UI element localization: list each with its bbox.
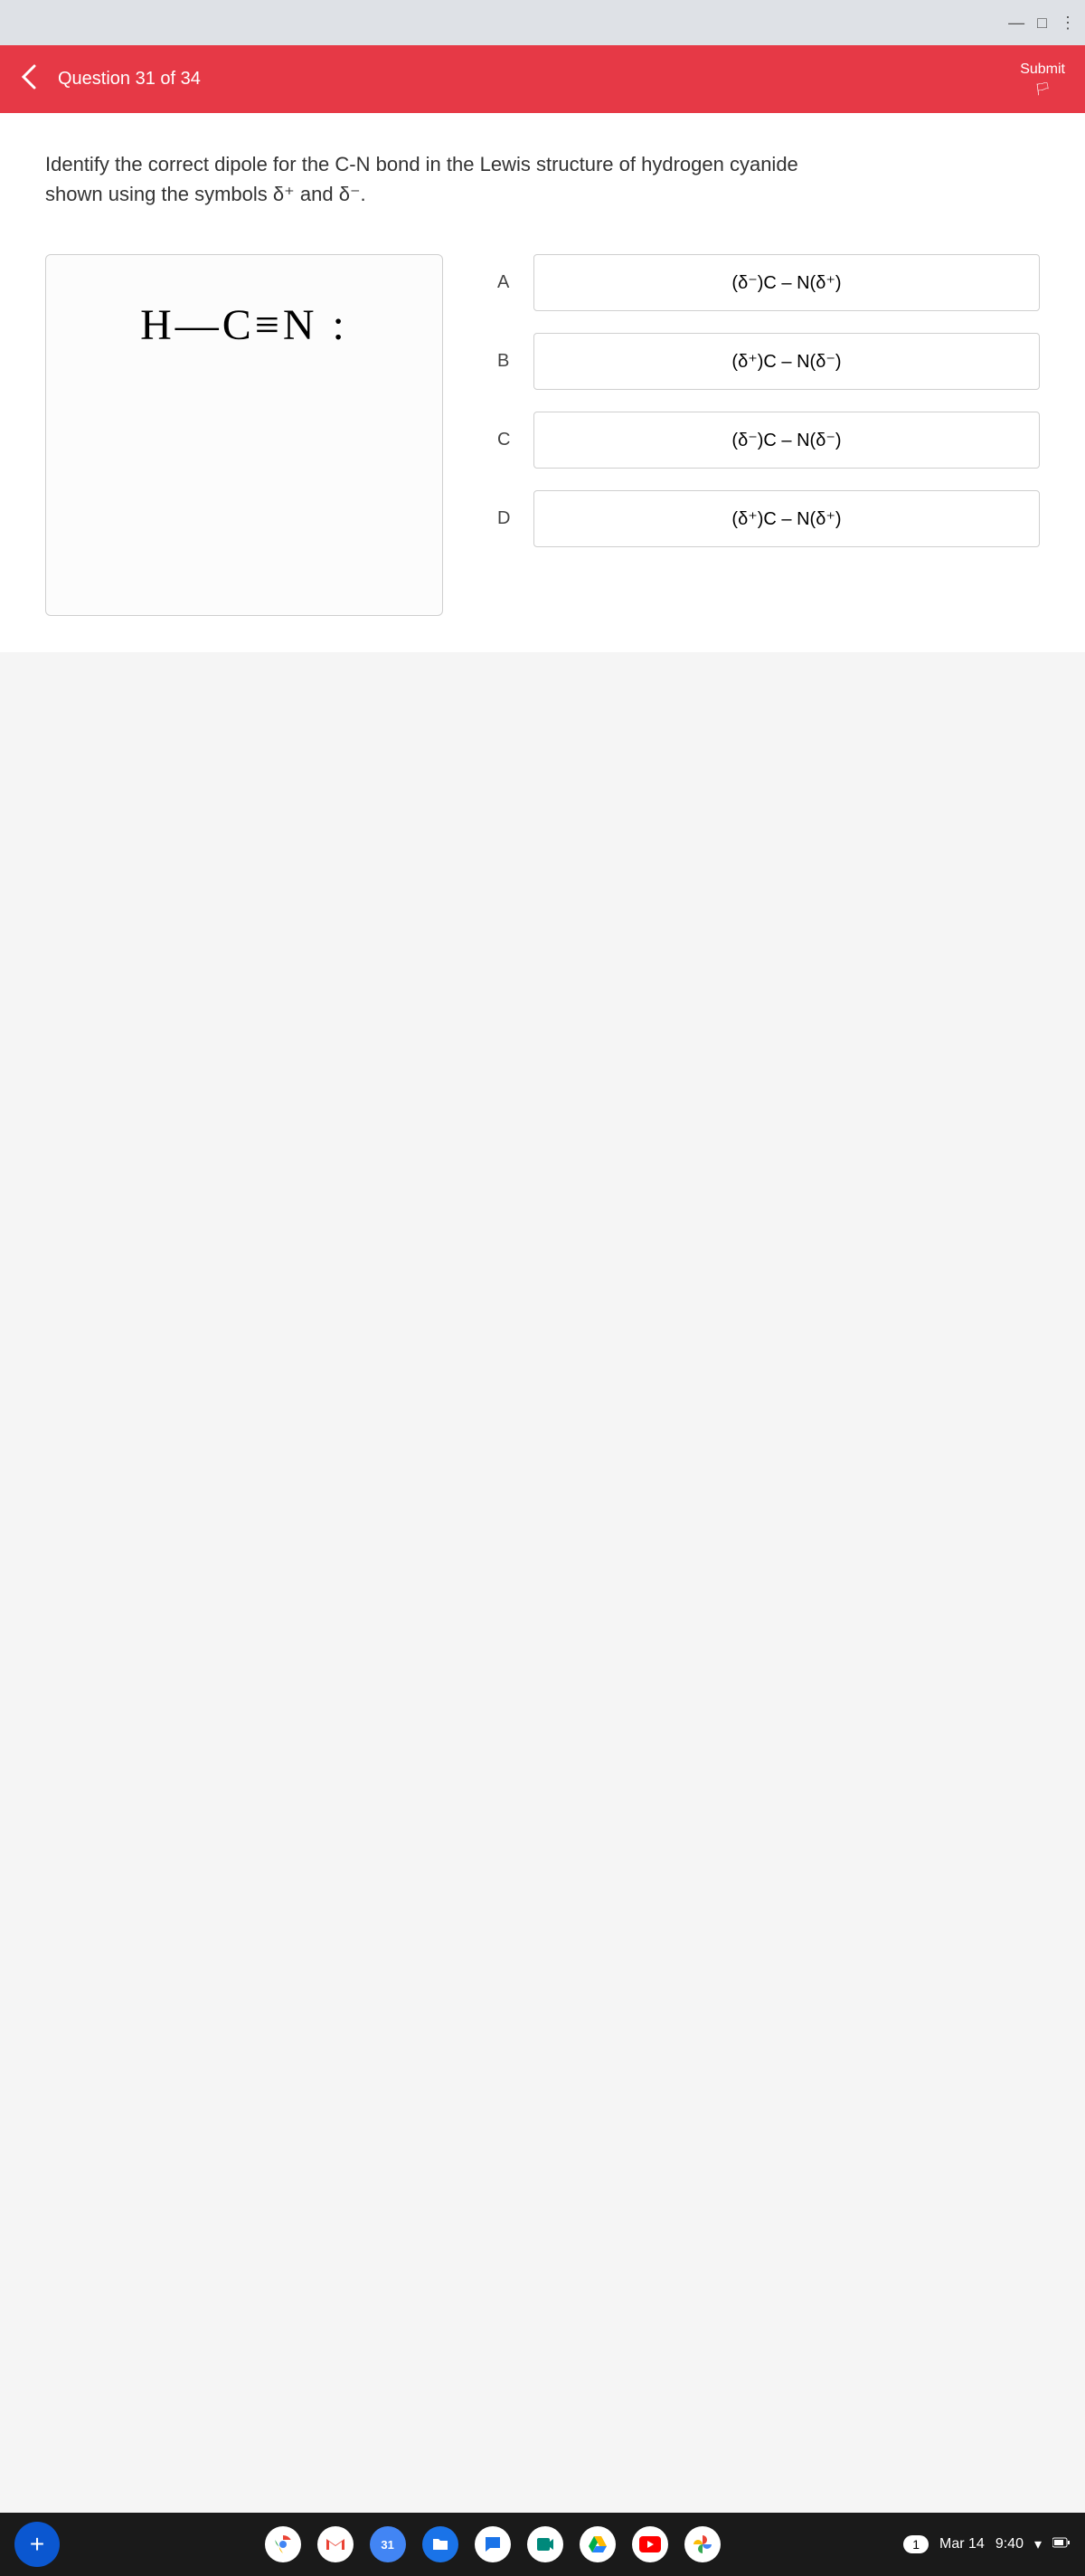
chrome-icon[interactable] xyxy=(265,2526,301,2562)
back-arrow-icon[interactable] xyxy=(20,64,36,95)
answer-letter-d: D xyxy=(497,508,533,529)
quiz-header: Question 31 of 34 Submit 🏳 xyxy=(0,45,1085,113)
taskbar-status[interactable]: 1 Mar 14 9:40 ▾ xyxy=(903,2535,1071,2553)
maximize-icon[interactable]: □ xyxy=(1037,14,1047,33)
calendar-icon[interactable]: 31 xyxy=(370,2526,406,2562)
notification-count[interactable]: 1 xyxy=(903,2535,929,2553)
more-icon[interactable]: ⋮ xyxy=(1060,14,1076,33)
answer-option-a[interactable]: (δ⁻)C – N(δ⁺) xyxy=(533,254,1040,311)
wifi-icon: ▾ xyxy=(1034,2535,1042,2553)
answer-row: B (δ⁺)C – N(δ⁻) xyxy=(497,333,1040,390)
answer-list: A (δ⁻)C – N(δ⁺) B (δ⁺)C – N(δ⁻) C (δ⁻)C … xyxy=(497,254,1040,616)
submit-label: Submit xyxy=(1020,62,1065,78)
messages-icon[interactable] xyxy=(475,2526,511,2562)
answer-letter-a: A xyxy=(497,272,533,293)
submit-button[interactable]: Submit 🏳 xyxy=(1020,62,1065,97)
photos-icon[interactable] xyxy=(684,2526,721,2562)
answer-option-b[interactable]: (δ⁺)C – N(δ⁻) xyxy=(533,333,1040,390)
taskbar-date: Mar 14 xyxy=(939,2536,985,2552)
flag-icon: 🏳 xyxy=(1034,81,1051,97)
youtube-icon[interactable] xyxy=(632,2526,668,2562)
new-tab-fab[interactable]: + xyxy=(14,2522,60,2567)
question-counter: Question 31 of 34 xyxy=(58,69,1020,90)
answer-row: A (δ⁻)C – N(δ⁺) xyxy=(497,254,1040,311)
answer-option-d[interactable]: (δ⁺)C – N(δ⁺) xyxy=(533,490,1040,547)
minimize-icon[interactable]: — xyxy=(1008,14,1024,33)
meet-icon[interactable] xyxy=(527,2526,563,2562)
taskbar-apps: 31 xyxy=(81,2526,903,2562)
files-icon[interactable] xyxy=(422,2526,458,2562)
taskbar-time: 9:40 xyxy=(995,2536,1024,2552)
battery-icon xyxy=(1052,2536,1071,2552)
taskbar: + 31 1 Mar 14 9:40 ▾ xyxy=(0,2513,1085,2576)
drive-icon[interactable] xyxy=(580,2526,616,2562)
question-content: Identify the correct dipole for the C-N … xyxy=(0,113,1085,652)
answer-letter-b: B xyxy=(497,351,533,372)
question-text: Identify the correct dipole for the C-N … xyxy=(45,149,859,209)
answer-option-c[interactable]: (δ⁻)C – N(δ⁻) xyxy=(533,412,1040,469)
answer-row: D (δ⁺)C – N(δ⁺) xyxy=(497,490,1040,547)
window-controls: — □ ⋮ xyxy=(1008,14,1076,33)
answer-row: C (δ⁻)C – N(δ⁻) xyxy=(497,412,1040,469)
main-area: H—C≡N : A (δ⁻)C – N(δ⁺) B (δ⁺)C – N(δ⁻) … xyxy=(45,254,1040,616)
gmail-icon[interactable] xyxy=(317,2526,354,2562)
plus-icon: + xyxy=(30,2530,44,2559)
lewis-structure: H—C≡N : xyxy=(140,300,348,350)
lewis-structure-box: H—C≡N : xyxy=(45,254,443,616)
browser-tab-strip: — □ ⋮ xyxy=(0,0,1085,45)
answer-letter-c: C xyxy=(497,430,533,450)
